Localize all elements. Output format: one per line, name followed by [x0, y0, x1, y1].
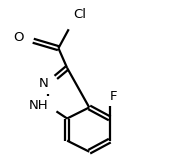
Text: Cl: Cl: [74, 8, 86, 21]
Text: O: O: [13, 31, 24, 44]
Text: NH: NH: [29, 99, 48, 112]
Text: N: N: [38, 77, 48, 90]
Text: F: F: [110, 90, 117, 103]
